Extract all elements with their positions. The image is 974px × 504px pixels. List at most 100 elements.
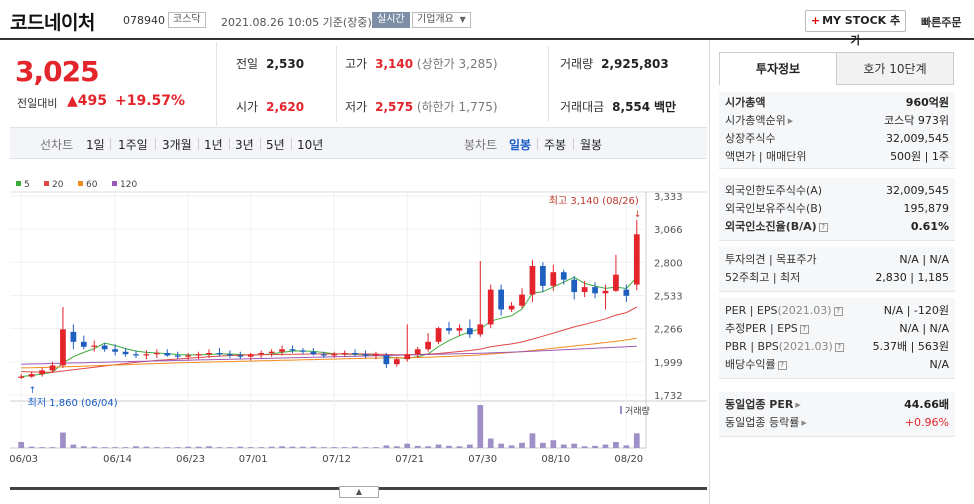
info-tabs: 투자정보 호가 10단계 xyxy=(719,52,955,85)
candle-weekly[interactable]: 주봉 xyxy=(544,138,567,152)
volume-label: 거래량 xyxy=(560,57,594,71)
candle-body xyxy=(404,354,411,360)
help-icon[interactable]: ? xyxy=(834,343,844,352)
candle-monthly[interactable]: 월봉 xyxy=(580,138,603,152)
legend-label: 20 xyxy=(52,180,64,190)
period-5y[interactable]: 5년 xyxy=(266,138,285,152)
candle-body xyxy=(560,272,567,280)
foreign-limit-value: 32,009,545 xyxy=(886,184,949,197)
dividend-label: 배당수익률 xyxy=(725,358,776,371)
sector-change-row[interactable]: 동일업종 등락률 ▶ +0.96% xyxy=(719,414,955,432)
sector-per-label: 동일업종 PER xyxy=(725,398,794,411)
legend-label: 60 xyxy=(86,180,98,190)
candle-body xyxy=(247,354,254,357)
change-amount: 495 xyxy=(77,93,108,109)
period-1y[interactable]: 1년 xyxy=(204,138,223,152)
tab-investment-info[interactable]: 투자정보 xyxy=(719,52,837,85)
chevron-right-icon: ▶ xyxy=(801,419,807,427)
tab-orderbook[interactable]: 호가 10단계 xyxy=(836,52,954,85)
volume-bar xyxy=(550,440,557,448)
candle-body xyxy=(268,351,275,353)
volume-bar xyxy=(435,444,442,448)
pbr-label: PBR | BPS xyxy=(725,340,779,353)
candle-body xyxy=(153,352,160,355)
help-icon[interactable]: ? xyxy=(833,307,843,316)
high-stat: 고가 3,140 (상한가 3,285) xyxy=(345,55,498,72)
candle-body xyxy=(320,354,327,356)
candle-body xyxy=(28,374,35,377)
volume-bar xyxy=(383,445,390,448)
sector-per-row[interactable]: 동일업종 PER ▶ 44.66배 xyxy=(719,396,955,414)
down-arrow-icon: ↓ xyxy=(634,210,642,220)
low-annotation: 최저 1,860 (06/04) xyxy=(28,397,118,409)
cap-rank-row[interactable]: 시가총액순위 ▶ 코스닥 973위 xyxy=(719,112,955,130)
candle-body xyxy=(456,328,463,331)
period-3y[interactable]: 3년 xyxy=(235,138,254,152)
period-10y[interactable]: 10년 xyxy=(297,138,324,152)
company-info-dropdown[interactable]: 기업개요 ▼ xyxy=(412,12,471,28)
volume-bar xyxy=(362,447,369,448)
price-summary: 3,025 전일대비 ▲495 +19.57% xyxy=(10,42,217,126)
shares-value: 32,009,545 xyxy=(886,132,949,145)
candle-body xyxy=(477,324,484,335)
volume-bar xyxy=(633,433,640,448)
candle-body xyxy=(623,289,630,296)
sector-change-label: 동일업종 등락률 xyxy=(725,416,800,429)
candle-daily[interactable]: 일봉 xyxy=(509,138,532,152)
help-icon[interactable]: ? xyxy=(799,325,809,334)
period-1w[interactable]: 1주일 xyxy=(118,138,148,152)
prev-close-stat: 전일 2,530 xyxy=(236,55,304,72)
candle-body xyxy=(425,341,431,350)
expand-chart-button[interactable]: ▲ xyxy=(339,486,379,498)
x-tick-label: 06/23 xyxy=(176,454,205,465)
candle-body xyxy=(362,354,369,356)
quick-order-link[interactable]: 빠른주문 xyxy=(921,16,962,29)
valuation-section: PER | EPS(2021.03)? N/A | -120원 추정PER | E… xyxy=(719,298,955,379)
line-chart-label[interactable]: 선차트 xyxy=(40,138,74,152)
foreign-limit-row: 외국인한도주식수(A) 32,009,545 xyxy=(719,182,955,200)
candle-chart-label[interactable]: 봉차트 xyxy=(464,138,498,152)
volume-bar xyxy=(195,446,202,448)
foreign-ratio-label: 외국인소진율(B/A) xyxy=(725,220,817,233)
add-mystock-button[interactable]: + MY STOCK 추가 xyxy=(805,10,906,47)
realtime-button[interactable]: 실시간 xyxy=(372,12,410,28)
ma-line-120 xyxy=(21,345,637,365)
volume-stat: 거래량 2,925,803 xyxy=(560,55,669,72)
candle-body xyxy=(49,365,56,371)
cap-rank-value: 코스닥 973위 xyxy=(884,114,949,127)
candle-body xyxy=(581,287,588,293)
volume-bar xyxy=(91,446,98,448)
candle-body xyxy=(258,352,265,355)
help-icon[interactable]: ? xyxy=(777,361,787,370)
volume-bar xyxy=(289,446,296,448)
high-value: 3,140 xyxy=(375,57,414,71)
change-percent: +19.57% xyxy=(115,93,186,109)
volume-bar xyxy=(529,433,536,448)
period-1d[interactable]: 1일 xyxy=(86,138,105,152)
help-icon[interactable]: ? xyxy=(818,223,828,232)
candle-body xyxy=(91,345,98,347)
foreign-ratio-row: 외국인소진율(B/A)? 0.61% xyxy=(719,218,955,236)
volume-bar xyxy=(258,447,265,448)
period-separator xyxy=(229,138,230,150)
company-info-label: 기업개요 xyxy=(417,14,454,25)
volume-bar xyxy=(112,447,118,448)
volume-bar xyxy=(80,446,87,448)
candle-body xyxy=(373,354,379,356)
range52-row: 52주최고 | 최저 2,830 | 1,185 xyxy=(719,269,955,287)
x-tick-label: 08/10 xyxy=(541,454,570,465)
volume-bar xyxy=(571,443,578,448)
market-cap-label: 시가총액 xyxy=(725,96,766,109)
ma-line-20 xyxy=(21,306,638,373)
plus-icon: + xyxy=(810,14,821,27)
volume-bar xyxy=(185,446,192,448)
volume-bar xyxy=(373,447,379,448)
pbr-row: PBR | BPS(2021.03)? 5.37배 | 563원 xyxy=(719,338,955,356)
stat-divider xyxy=(548,46,549,122)
est-per-row: 추정PER | EPS? N/A | N/A xyxy=(719,320,955,338)
price-chart[interactable]: 5 20 60 120 3,333 3,066 2,800 2,533 2,266 1,999 1,… xyxy=(10,172,707,472)
sector-per-value: 44.66배 xyxy=(904,398,949,411)
stock-name: 코드네이처 xyxy=(10,12,95,34)
candle-body xyxy=(466,328,473,335)
period-3m[interactable]: 3개월 xyxy=(162,138,192,152)
